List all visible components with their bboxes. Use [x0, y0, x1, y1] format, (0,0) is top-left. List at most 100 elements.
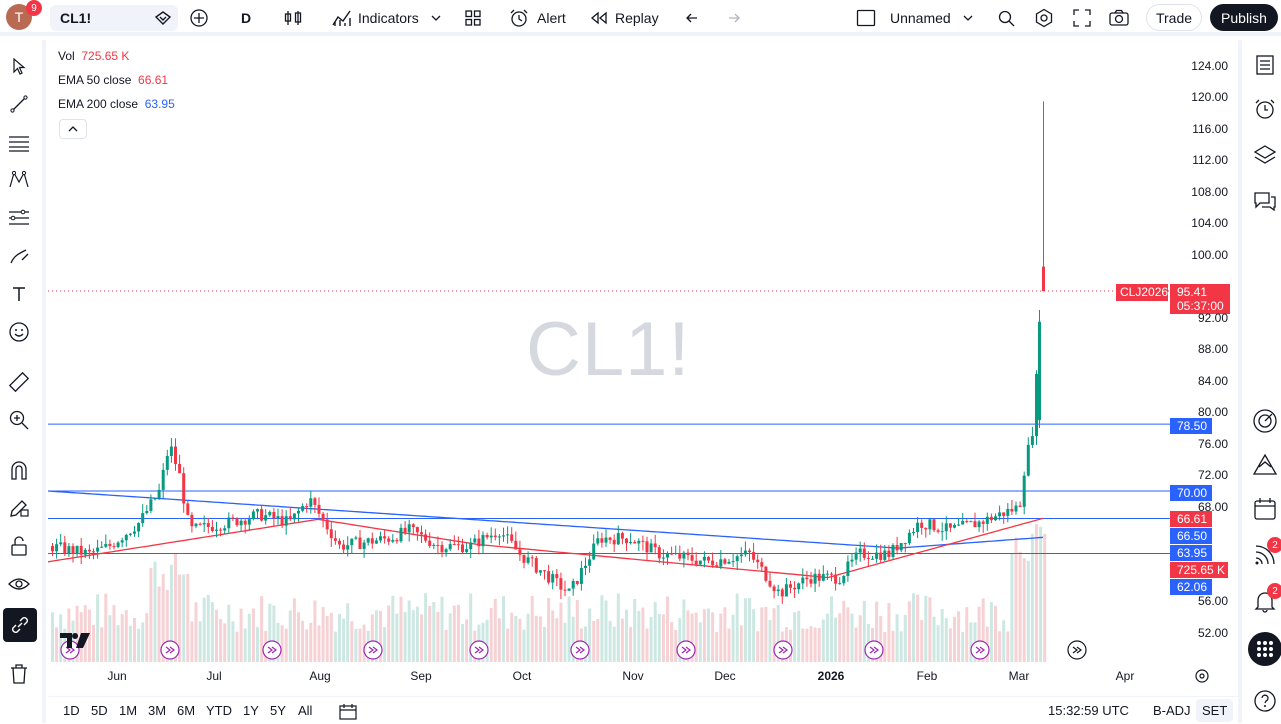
avatar-letter: T	[14, 9, 24, 25]
alerts-clock-icon[interactable]	[1250, 94, 1280, 124]
range-button[interactable]: YTD	[206, 703, 232, 718]
candle-body	[223, 528, 227, 531]
quick-search-icon[interactable]	[996, 5, 1016, 31]
session-toggle[interactable]: SET	[1196, 699, 1234, 722]
axis-settings-icon[interactable]	[1194, 668, 1210, 689]
ema200-legend[interactable]: EMA 200 close 63.95	[58, 97, 175, 111]
calendar-icon[interactable]	[1250, 494, 1280, 524]
trade-button[interactable]: Trade	[1146, 4, 1202, 31]
volume-bar	[805, 628, 809, 662]
add-symbol-icon[interactable]	[189, 5, 209, 31]
range-button[interactable]: 6M	[177, 703, 196, 718]
signal-icon[interactable]	[1250, 540, 1280, 570]
camera-icon[interactable]	[1108, 5, 1130, 31]
layout-button[interactable]: Unnamed	[856, 5, 973, 31]
utc-clock[interactable]: 15:32:59 UTC	[1048, 703, 1129, 718]
chevron-down-icon[interactable]	[431, 14, 441, 22]
collapse-legend-button[interactable]	[59, 119, 87, 139]
eye-icon[interactable]	[5, 570, 33, 598]
indicators-icon	[331, 8, 353, 28]
ruler-icon[interactable]	[5, 368, 33, 396]
symbol-search[interactable]: CL1!	[50, 5, 178, 31]
range-button[interactable]: 1Y	[243, 703, 259, 718]
publish-button[interactable]: Publish	[1210, 4, 1278, 31]
magnet-icon[interactable]	[5, 456, 33, 484]
volume-bar	[821, 619, 825, 662]
candle-body	[448, 544, 452, 550]
candle-body	[625, 538, 628, 544]
lock-icon[interactable]	[5, 532, 33, 560]
candle-body	[953, 525, 956, 528]
indicators-button[interactable]: Indicators	[331, 5, 441, 31]
volume-bar	[600, 595, 604, 662]
candle-body	[313, 498, 317, 505]
candle-body	[202, 523, 206, 525]
interval-button[interactable]: D	[241, 10, 252, 26]
candle-body	[128, 533, 132, 535]
chart-type-icon[interactable]	[283, 5, 303, 31]
fib-icon[interactable]	[5, 204, 33, 232]
horizontal-lines-icon[interactable]	[5, 128, 33, 156]
vol-legend[interactable]: Vol 725.65 K	[58, 49, 129, 63]
target-icon[interactable]	[1250, 406, 1280, 436]
settings-icon[interactable]	[1034, 5, 1054, 31]
range-button[interactable]: 1D	[63, 703, 80, 718]
pattern-icon[interactable]	[5, 166, 33, 194]
trash-icon[interactable]	[5, 660, 33, 688]
emoji-icon[interactable]	[5, 318, 33, 346]
chat-icon[interactable]	[1250, 186, 1280, 216]
apps-grid-icon[interactable]	[1248, 632, 1281, 666]
volume-bar	[846, 607, 850, 662]
fullscreen-icon[interactable]	[1072, 5, 1092, 31]
volume-bar	[903, 614, 907, 662]
volume-bar	[895, 614, 899, 662]
pencil-lock-icon[interactable]	[5, 494, 33, 522]
range-button[interactable]: 3M	[148, 703, 167, 718]
ideas-icon[interactable]	[1250, 450, 1280, 480]
cursor-icon[interactable]	[5, 52, 33, 80]
event-marker-glyph	[681, 646, 691, 654]
chevron-down-icon[interactable]	[963, 14, 973, 22]
link-icon[interactable]	[3, 608, 37, 642]
alert-button[interactable]: Alert	[508, 5, 566, 31]
range-button[interactable]: All	[298, 703, 313, 718]
volume-bar	[608, 620, 612, 662]
candle-body	[399, 527, 403, 542]
redo-icon[interactable]	[723, 5, 741, 31]
price-axis[interactable]: 95.41 05:37:00 124.00 120.00 116.00 112.00 1…	[1170, 40, 1236, 662]
candle-body	[444, 549, 448, 553]
symbol-watermark: CL1!	[526, 307, 691, 392]
trend-line-icon[interactable]	[5, 90, 33, 118]
zoom-in-icon[interactable]	[5, 406, 33, 434]
candle-body	[739, 554, 743, 557]
volume-bar	[920, 619, 924, 662]
date-range-icon[interactable]	[338, 703, 358, 724]
candle-body	[518, 549, 522, 555]
range-button[interactable]: 1M	[119, 703, 138, 718]
compare-icon[interactable]	[154, 10, 172, 29]
level-tag: 725.65 K	[1170, 562, 1228, 578]
candle-body	[452, 544, 456, 546]
range-button[interactable]: 5D	[91, 703, 108, 718]
candle-body	[830, 573, 833, 575]
volume-bar	[1030, 533, 1034, 662]
layers-icon[interactable]	[1250, 140, 1280, 170]
help-icon[interactable]	[1250, 686, 1280, 716]
undo-icon[interactable]	[685, 5, 703, 31]
volume-bar	[321, 607, 325, 662]
volume-bar	[645, 628, 649, 662]
time-axis[interactable]: Jun Jul Aug Sep Oct Nov Dec 2026 Feb Mar Apr	[48, 662, 1170, 692]
volume-bar	[994, 605, 997, 662]
ema50-legend[interactable]: EMA 50 close 66.61	[58, 73, 168, 87]
brush-icon[interactable]	[5, 242, 33, 270]
text-icon[interactable]	[5, 280, 33, 308]
watchlist-icon[interactable]	[1250, 50, 1280, 80]
candle-body	[854, 552, 858, 560]
candle-body	[821, 574, 825, 581]
range-button[interactable]: 5Y	[270, 703, 286, 718]
candle-body	[551, 574, 555, 583]
volume-bar	[440, 596, 444, 662]
templates-icon[interactable]	[463, 5, 483, 31]
replay-button[interactable]: Replay	[590, 5, 659, 31]
adjustment-toggle[interactable]: B-ADJ	[1153, 703, 1191, 718]
